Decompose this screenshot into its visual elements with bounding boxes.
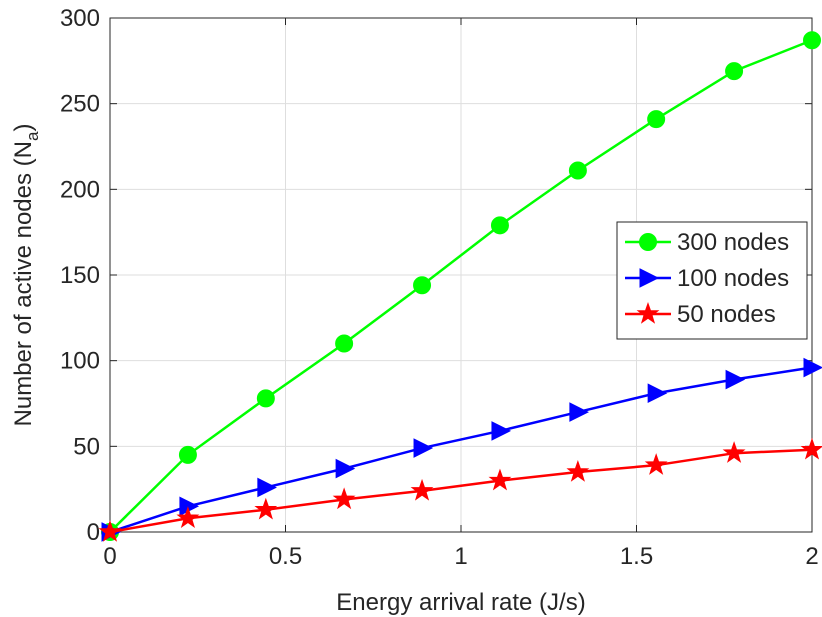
legend: 300 nodes 100 nodes 50 nodes: [616, 221, 808, 340]
data-point: [176, 506, 200, 529]
x-tick-label: 0: [103, 543, 116, 570]
y-tick-label: 250: [60, 91, 100, 118]
y-axis-label-main: Number of active nodes (N: [10, 141, 37, 426]
legend-item: 100 nodes: [625, 265, 789, 292]
data-point: [800, 437, 822, 460]
data-point: [803, 357, 822, 378]
data-point: [488, 468, 512, 491]
data-point: [647, 383, 668, 404]
y-tick-label: 300: [60, 5, 100, 32]
data-point: [491, 421, 512, 441]
legend-label: 300 nodes: [677, 229, 789, 256]
series-line: [109, 448, 813, 534]
data-point: [725, 369, 746, 390]
x-tick-label: 1.5: [620, 543, 653, 570]
data-point: [647, 110, 666, 129]
data-point: [335, 458, 356, 479]
data-point: [413, 276, 432, 295]
y-tick-label: 200: [60, 176, 100, 203]
y-tick-label: 0: [87, 519, 100, 546]
legend-label: 50 nodes: [677, 301, 776, 328]
legend-label: 100 nodes: [677, 265, 789, 292]
data-point: [178, 445, 197, 464]
data-point: [332, 487, 356, 510]
legend-marker: [639, 268, 660, 288]
data-point: [335, 334, 354, 353]
x-tick-label: 1: [454, 543, 467, 570]
x-axis-label: Energy arrival rate (J/s): [336, 589, 585, 616]
data-point: [413, 438, 434, 458]
legend-item: 300 nodes: [625, 229, 789, 256]
legend-item: 50 nodes: [625, 301, 776, 328]
data-point: [254, 497, 278, 520]
data-point: [569, 402, 590, 422]
series-50-nodes: [98, 437, 822, 542]
y-axis-label-subscript: a: [23, 131, 42, 141]
data-point: [98, 519, 122, 542]
y-tick-label: 150: [60, 262, 100, 289]
data-point: [490, 216, 509, 235]
series-line: [109, 366, 813, 534]
series-group: [98, 31, 822, 542]
series-100-nodes: [101, 357, 822, 542]
axis-ticks: 0 0.5 1 1.5 2 0 50 100 150 200 250 300: [60, 5, 819, 570]
data-point: [725, 62, 744, 81]
data-point: [410, 478, 434, 501]
data-point: [257, 477, 277, 498]
data-point: [568, 161, 587, 180]
x-tick-label: 2: [805, 543, 818, 570]
legend-marker: [639, 233, 657, 251]
data-point: [644, 453, 668, 475]
y-tick-label: 50: [73, 433, 100, 460]
y-tick-label: 100: [60, 348, 100, 375]
legend-marker: [636, 301, 660, 324]
y-axis-label-close: ): [10, 124, 37, 132]
data-point: [566, 460, 590, 482]
x-tick-label: 0.5: [269, 543, 302, 570]
y-axis-label: Number of active nodes (Na): [10, 124, 42, 427]
data-point: [722, 441, 746, 463]
data-point: [256, 389, 275, 408]
series-line: [109, 39, 813, 533]
data-point: [803, 31, 821, 50]
